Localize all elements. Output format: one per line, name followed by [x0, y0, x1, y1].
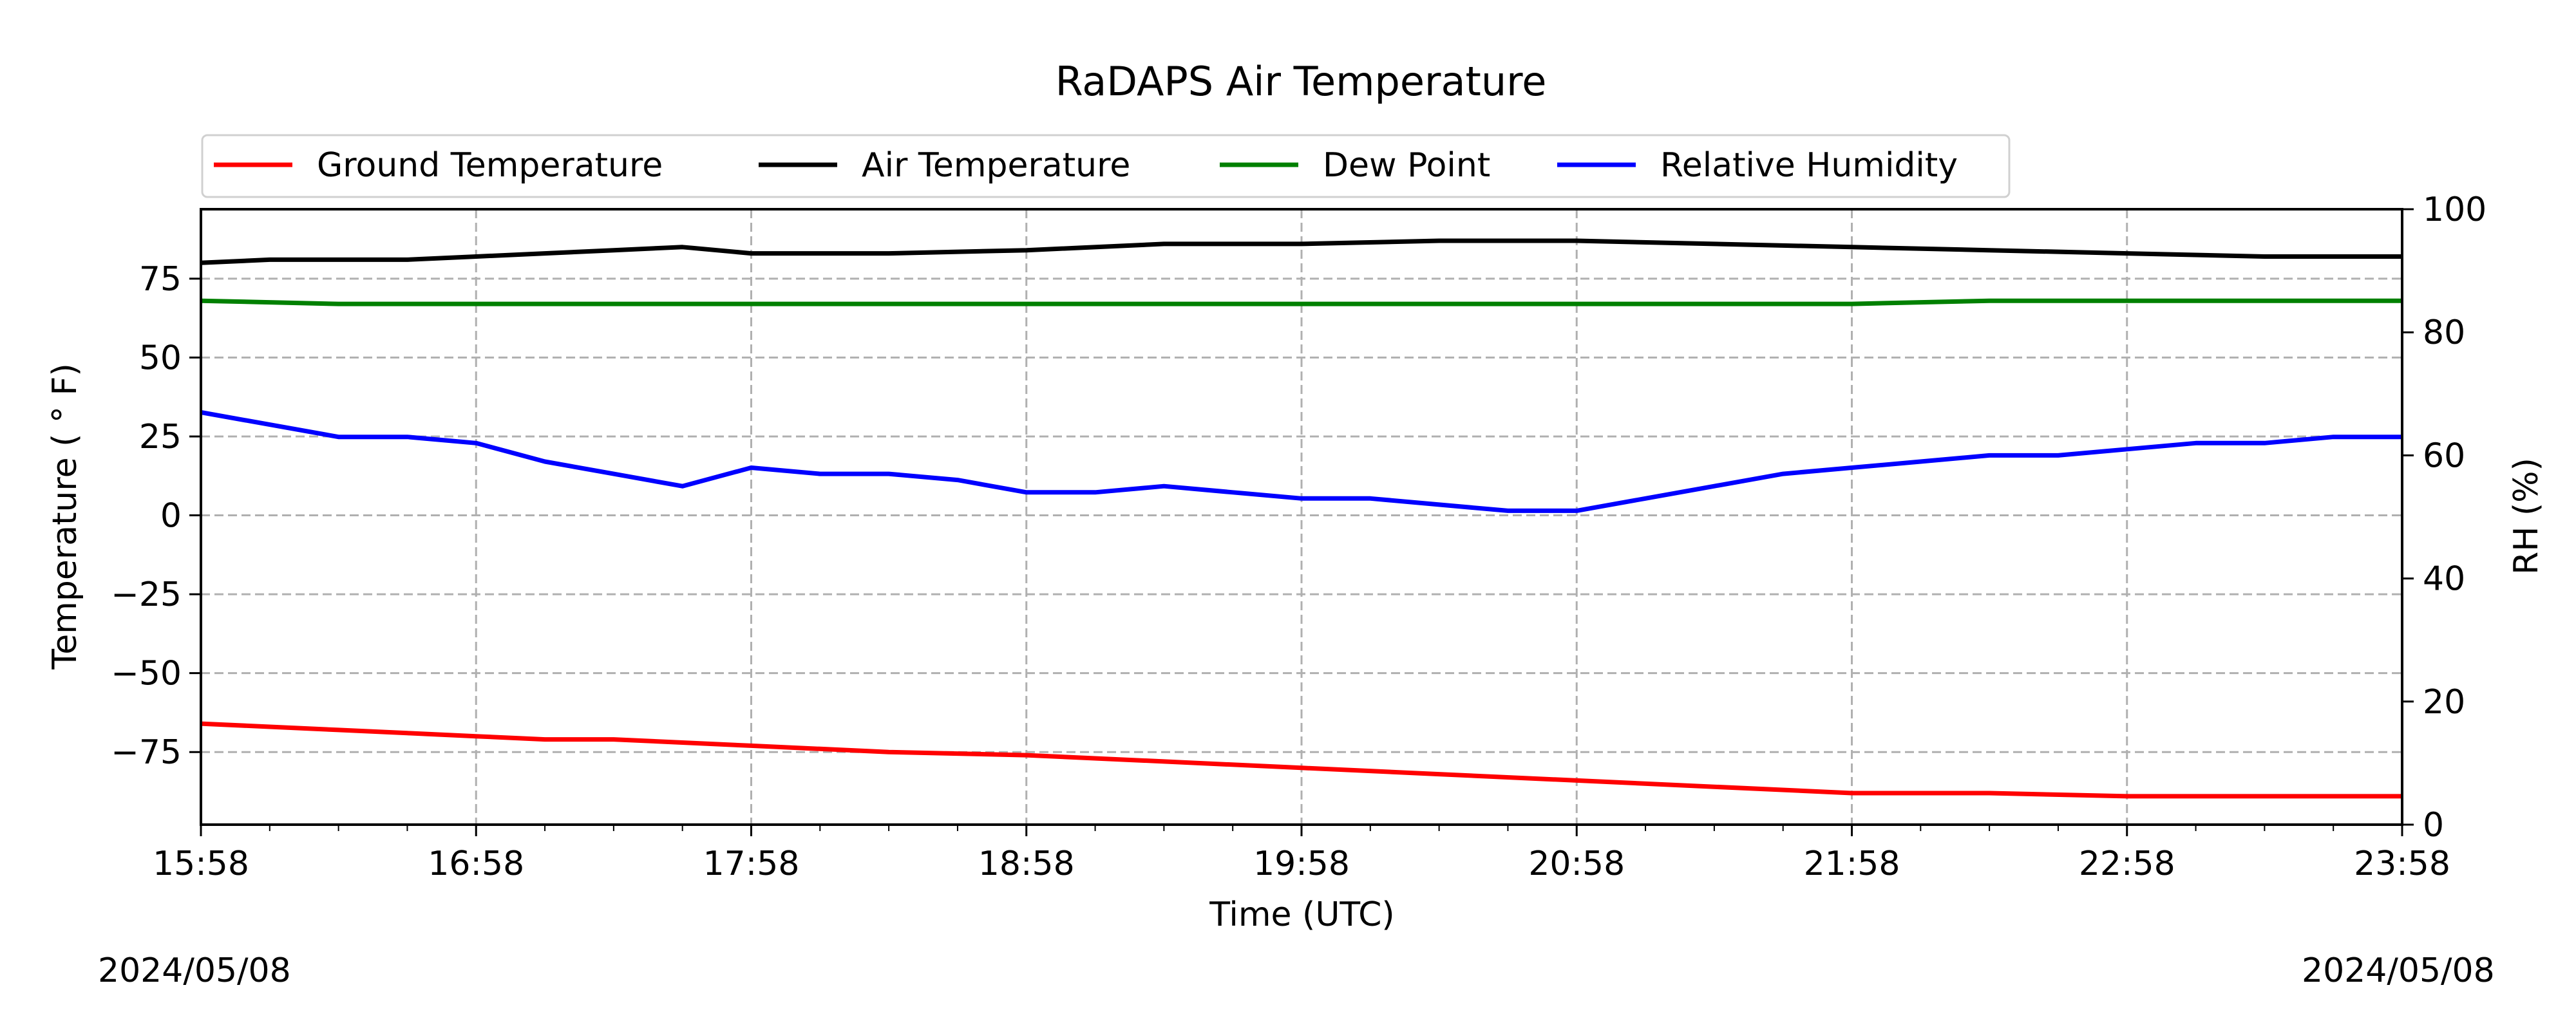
y2-tick-label: 0	[2423, 806, 2444, 845]
date-right: 2024/05/08	[2302, 951, 2495, 990]
series-line-dew-point	[200, 298, 2402, 306]
y-axis-label: Temperature ( ° F)	[46, 363, 84, 670]
series-line-relative-humidity	[200, 410, 2402, 513]
x-tick-label: 22:58	[2079, 845, 2175, 883]
y2-tick-label: 40	[2423, 560, 2465, 599]
y-tick-label: 25	[139, 418, 182, 456]
y2-axis-label: RH (%)	[2507, 458, 2546, 575]
series-lines	[200, 238, 2402, 799]
x-tick-label: 23:58	[2354, 845, 2450, 883]
axis-ticks: 15:58 16:58 17:58 18:58 19:58 20:58 21:58 22:58…	[111, 191, 2486, 883]
x-axis-label: Time (UTC)	[1209, 895, 1394, 934]
date-left: 2024/05/08	[98, 951, 291, 990]
legend: Ground Temperature Air Temperature Dew Poi…	[201, 134, 2011, 198]
grid-lines	[201, 209, 2402, 825]
y2-tick-label: 60	[2423, 436, 2465, 475]
x-tick-label: 18:58	[978, 845, 1075, 883]
series-line-air-temperature	[200, 238, 2402, 265]
y-tick-label: −50	[111, 655, 182, 693]
y-tick-label: −75	[111, 733, 182, 772]
y2-tick-label: 100	[2423, 191, 2486, 229]
y-tick-label: 50	[139, 339, 182, 377]
x-tick-label: 15:58	[153, 845, 249, 883]
x-tick-label: 20:58	[1528, 845, 1625, 883]
legend-label-relative-humidity: Relative Humidity	[1660, 146, 1958, 185]
chart-title: RaDAPS Air Temperature	[1056, 58, 1547, 105]
legend-label-dew-point: Dew Point	[1323, 146, 1490, 185]
y-tick-label: 75	[139, 260, 182, 299]
legend-box	[201, 134, 2011, 198]
y-tick-label: −25	[111, 576, 182, 614]
x-tick-label: 21:58	[1804, 845, 1900, 883]
legend-label-ground-temperature: Ground Temperature	[317, 146, 663, 185]
y2-tick-label: 80	[2423, 314, 2465, 352]
series-line-ground-temperature	[200, 721, 2402, 799]
legend-label-air-temperature: Air Temperature	[862, 146, 1130, 185]
y2-tick-label: 20	[2423, 683, 2465, 722]
y-tick-label: 0	[160, 497, 182, 536]
x-tick-label: 19:58	[1253, 845, 1350, 883]
x-tick-label: 17:58	[703, 845, 800, 883]
x-tick-label: 16:58	[428, 845, 524, 883]
